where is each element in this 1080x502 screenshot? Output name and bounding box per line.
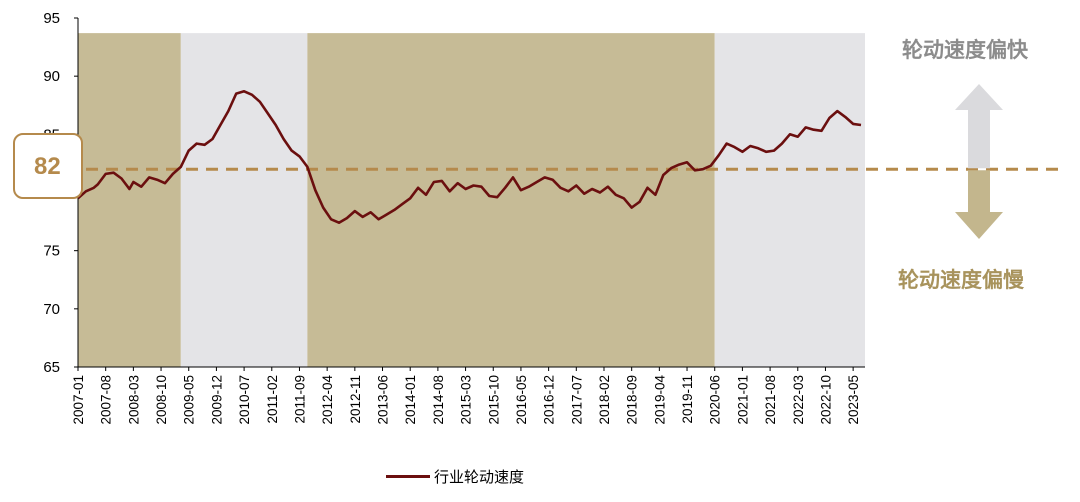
x-tick-label: 2013-06 bbox=[376, 375, 391, 425]
x-tick-label: 2007-08 bbox=[99, 375, 114, 425]
arrow-down-icon bbox=[955, 170, 1003, 239]
x-tick-label: 2019-11 bbox=[680, 375, 695, 424]
band-fast-1 bbox=[180, 33, 308, 368]
x-tick-label: 2019-04 bbox=[652, 375, 667, 425]
y-tick-label: 90 bbox=[43, 68, 60, 85]
x-tick-label: 2018-02 bbox=[597, 375, 612, 425]
x-tick-label: 2020-06 bbox=[708, 375, 723, 425]
x-tick-label: 2011-02 bbox=[265, 375, 280, 424]
x-tick-label: 2011-09 bbox=[292, 375, 307, 424]
y-tick-label: 75 bbox=[43, 243, 60, 260]
x-tick-label: 2015-03 bbox=[459, 375, 474, 425]
y-tick-label: 95 bbox=[43, 10, 60, 27]
x-tick-label: 2022-10 bbox=[818, 375, 833, 425]
direction-arrows bbox=[955, 84, 1003, 239]
x-tick-label: 2012-11 bbox=[348, 375, 363, 424]
x-tick-label: 2022-03 bbox=[791, 375, 806, 425]
x-tick-label: 2008-10 bbox=[154, 375, 169, 425]
x-tick-label: 2015-10 bbox=[486, 375, 501, 425]
legend-line-swatch bbox=[386, 475, 430, 478]
band-fast-3 bbox=[714, 33, 865, 368]
y-tick-label: 65 bbox=[43, 359, 60, 376]
x-tick-label: 2017-07 bbox=[569, 375, 584, 425]
x-tick-label: 2008-03 bbox=[126, 375, 141, 425]
x-tick-label: 2023-05 bbox=[846, 375, 861, 425]
x-tick-label: 2014-01 bbox=[403, 375, 418, 425]
y-tick-label: 70 bbox=[43, 301, 60, 318]
band-slow-0 bbox=[78, 33, 181, 368]
label-rotation-slow: 轮动速度偏慢 bbox=[898, 268, 1024, 292]
x-tick-label: 2007-01 bbox=[71, 375, 86, 425]
x-tick-label: 2009-12 bbox=[209, 375, 224, 425]
series-line-0 bbox=[77, 90, 862, 224]
x-tick-label: 2010-07 bbox=[237, 375, 252, 425]
regime-bands bbox=[78, 33, 865, 368]
x-tick-label: 2021-08 bbox=[763, 375, 778, 425]
x-tick-label: 2018-09 bbox=[625, 375, 640, 425]
label-rotation-fast: 轮动速度偏快 bbox=[902, 38, 1028, 62]
arrow-up-icon bbox=[955, 84, 1003, 169]
reference-value-text: 82 bbox=[34, 153, 61, 180]
x-tick-label: 2016-05 bbox=[514, 375, 529, 425]
legend-entry: 行业轮动速度 bbox=[434, 468, 525, 486]
x-tick-label: 2014-08 bbox=[431, 375, 446, 425]
x-tick-label: 2009-05 bbox=[182, 375, 197, 425]
x-tick-label: 2021-01 bbox=[735, 375, 750, 425]
x-tick-label: 2012-04 bbox=[320, 375, 335, 425]
reference-value-badge: 82 bbox=[13, 133, 83, 199]
band-slow-2 bbox=[307, 33, 715, 368]
series-group bbox=[77, 90, 862, 224]
x-tick-label: 2016-12 bbox=[542, 375, 557, 425]
